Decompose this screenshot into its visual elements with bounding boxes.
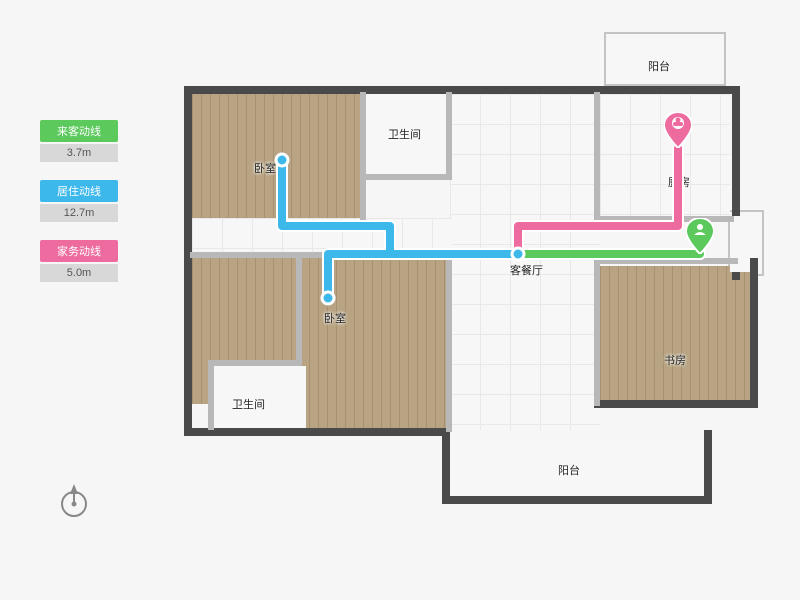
outer-wall [442, 430, 450, 504]
room-label: 阳台 [558, 462, 580, 478]
floorplan: 卧室卫生间厨房阳台客餐厅卧室卫生间书房阳台 [170, 30, 770, 550]
inner-wall [594, 258, 600, 406]
room-label: 卫生间 [232, 396, 265, 412]
room-label: 卧室 [254, 160, 276, 176]
compass-icon [54, 480, 94, 520]
legend-label-living: 居住动线 [40, 180, 118, 202]
inner-wall [594, 258, 738, 264]
person-marker-icon [686, 218, 714, 254]
inner-wall [208, 360, 302, 366]
inner-wall [190, 252, 452, 258]
inner-wall [360, 174, 452, 180]
room-label: 阳台 [648, 58, 670, 74]
outer-wall [442, 496, 712, 504]
legend-label-guest: 来客动线 [40, 120, 118, 142]
outer-wall [184, 86, 458, 94]
outer-wall [594, 400, 758, 408]
outer-wall [184, 86, 192, 434]
outer-wall [184, 428, 450, 436]
outer-wall [732, 272, 740, 280]
room-bedroom-bottom-left [300, 258, 450, 430]
legend-value-guest: 3.7m [40, 144, 118, 162]
inner-wall [360, 92, 366, 220]
room-study [600, 266, 750, 402]
cook-marker-icon [664, 112, 692, 148]
inner-wall [446, 92, 452, 178]
legend-item-guest: 来客动线 3.7m [40, 120, 118, 162]
room-label: 书房 [664, 352, 686, 368]
legend-item-living: 居住动线 12.7m [40, 180, 118, 222]
canvas: 来客动线 3.7m 居住动线 12.7m 家务动线 5.0m 卧室卫生间厨房阳台… [0, 0, 800, 600]
outer-wall [732, 86, 740, 216]
inner-wall [296, 256, 302, 366]
legend-value-housework: 5.0m [40, 264, 118, 282]
legend-value-living: 12.7m [40, 204, 118, 222]
room-label: 客餐厅 [510, 262, 543, 278]
room-label: 卫生间 [388, 126, 421, 142]
room-bedroom-top-left [192, 94, 360, 218]
outer-wall [704, 430, 712, 504]
room-label: 卧室 [324, 310, 346, 326]
legend-item-housework: 家务动线 5.0m [40, 240, 118, 282]
inner-wall [446, 256, 452, 432]
outer-wall [750, 258, 758, 408]
legend-label-housework: 家务动线 [40, 240, 118, 262]
room-label: 厨房 [668, 174, 690, 190]
legend: 来客动线 3.7m 居住动线 12.7m 家务动线 5.0m [40, 120, 118, 300]
inner-wall [208, 360, 214, 430]
inner-wall [594, 92, 600, 220]
